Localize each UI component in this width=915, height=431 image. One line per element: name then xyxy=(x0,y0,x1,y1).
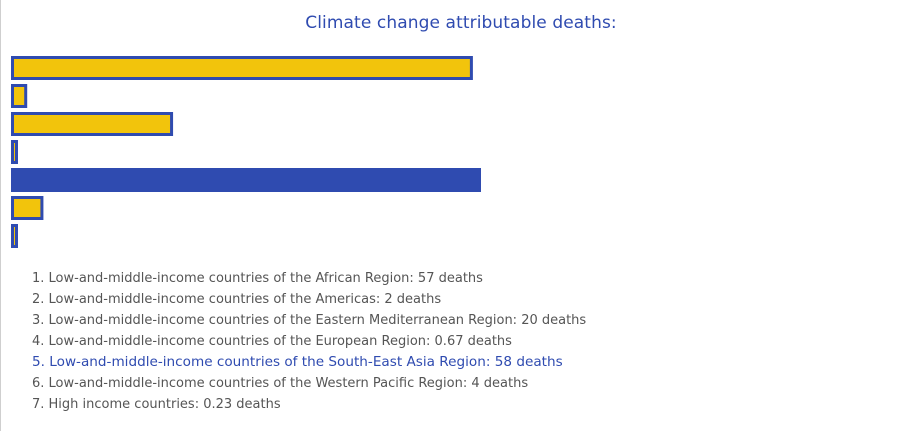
bar-western-pacific[interactable] xyxy=(11,196,44,220)
legend-item-european-region[interactable]: 4. Low-and-middle-income countries of th… xyxy=(32,334,512,349)
chart-legend: 1. Low-and-middle-income countries of th… xyxy=(32,268,586,415)
legend-item-african-region[interactable]: 1. Low-and-middle-income countries of th… xyxy=(32,271,483,286)
bar-south-east-asia[interactable] xyxy=(11,168,481,192)
chart-title: Climate change attributable deaths: xyxy=(305,13,617,33)
bar-eastern-mediterranean[interactable] xyxy=(11,112,174,136)
legend-item-americas[interactable]: 2. Low-and-middle-income countries of th… xyxy=(32,292,442,307)
legend-item-western-pacific[interactable]: 6. Low-and-middle-income countries of th… xyxy=(32,376,529,391)
left-border-line xyxy=(0,0,1,431)
bar-european-region[interactable] xyxy=(11,140,18,164)
bar-high-income[interactable] xyxy=(11,224,18,248)
bar-americas[interactable] xyxy=(11,84,28,108)
bar-african-region[interactable] xyxy=(11,56,473,80)
legend-item-south-east-asia[interactable]: 5. Low-and-middle-income countries of th… xyxy=(32,354,563,370)
legend-item-eastern-mediterranean[interactable]: 3. Low-and-middle-income countries of th… xyxy=(32,313,587,328)
bar-chart xyxy=(11,56,481,248)
legend-item-high-income[interactable]: 7. High income countries: 0.23 deaths xyxy=(32,397,281,412)
